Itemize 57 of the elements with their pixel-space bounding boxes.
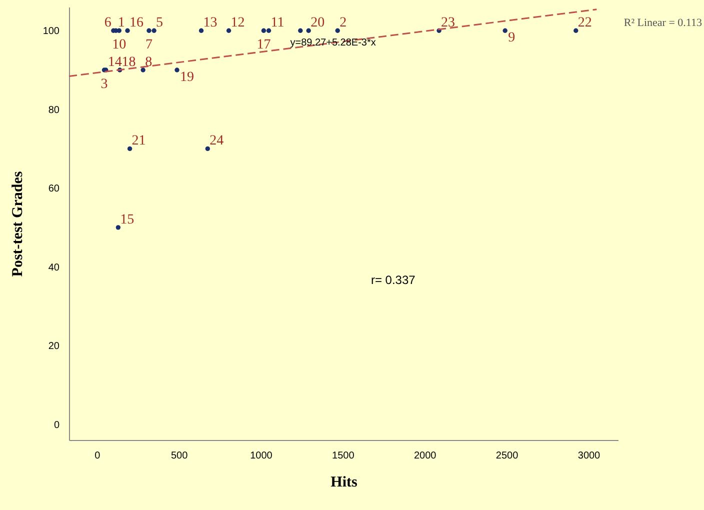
point xyxy=(266,28,272,33)
x-tick-label: 0 xyxy=(94,450,101,462)
y-tick-label: 60 xyxy=(48,184,60,195)
annotation: 2 xyxy=(340,16,347,31)
annotation: 21 xyxy=(132,134,146,149)
y-tick-label: 100 xyxy=(42,26,60,38)
x-tick-label: 3000 xyxy=(578,450,601,462)
annotation: 20 xyxy=(310,16,325,31)
annotation: 1 xyxy=(118,16,125,31)
annotation: 22 xyxy=(578,16,592,31)
annotation: 17 xyxy=(256,38,271,53)
annotation: 19 xyxy=(180,70,194,85)
x-tick-label: 1000 xyxy=(250,450,273,462)
point xyxy=(261,28,266,33)
x-tick-label: 500 xyxy=(170,450,188,462)
annotation: 8 xyxy=(145,54,152,70)
y-tick-label: 40 xyxy=(48,262,60,274)
y-tick-label: 0 xyxy=(54,420,60,431)
point xyxy=(226,28,232,33)
point xyxy=(306,28,311,33)
annotation: 9 xyxy=(508,30,516,46)
annotation: 18 xyxy=(122,54,136,70)
annotation: 24 xyxy=(210,134,224,149)
point xyxy=(116,225,121,230)
point xyxy=(502,28,508,33)
annotation: 23 xyxy=(441,16,456,31)
annotation: 15 xyxy=(120,212,134,228)
x-tick-label: 2500 xyxy=(496,450,519,462)
annotation: 14 xyxy=(108,54,122,70)
annotation: 13 xyxy=(203,16,218,31)
annotation: 7 xyxy=(145,38,152,53)
point xyxy=(146,28,152,33)
point xyxy=(335,28,340,33)
point xyxy=(205,146,210,152)
annotation: 5 xyxy=(156,16,164,31)
annotation: 16 xyxy=(130,16,144,31)
point xyxy=(574,28,578,33)
annotation: 12 xyxy=(230,16,245,31)
point xyxy=(140,68,146,72)
point xyxy=(198,28,204,33)
point xyxy=(125,28,130,33)
point xyxy=(152,28,156,33)
x-tick-label: 1500 xyxy=(332,450,355,462)
annotation: 10 xyxy=(112,38,126,53)
annotation: 3 xyxy=(100,76,108,92)
y-axis-title: Post-test Grades xyxy=(10,171,26,277)
point xyxy=(127,146,132,152)
x-tick-label: 2000 xyxy=(414,450,437,462)
x-axis-title: Hits xyxy=(330,474,358,490)
annotation: 11 xyxy=(270,16,284,31)
point xyxy=(174,68,180,72)
y-tick-label: 80 xyxy=(48,104,60,116)
annotation: 6 xyxy=(104,16,112,31)
annotation: r= 0.337 xyxy=(370,272,416,287)
y-tick-label: 20 xyxy=(48,341,60,352)
point xyxy=(298,28,303,33)
text: R² Linear = 0.113 xyxy=(624,17,702,29)
